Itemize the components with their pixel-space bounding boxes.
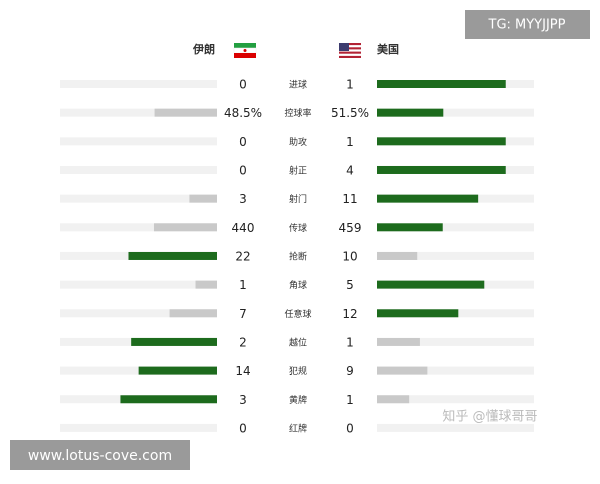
value-left: 440	[232, 221, 255, 235]
stat-label: 犯规	[289, 366, 307, 377]
value-right: 5	[346, 278, 354, 292]
track-left	[60, 423, 217, 432]
value-right: 1	[346, 335, 354, 349]
bar-left	[195, 280, 217, 289]
value-left: 22	[235, 249, 250, 263]
bar-right	[377, 280, 485, 289]
watermark-bottom: www.lotus-cove.com	[28, 448, 172, 464]
track-right	[377, 251, 534, 260]
bar-right	[377, 223, 443, 232]
stat-label: 越位	[289, 336, 307, 348]
value-left: 1	[239, 278, 247, 292]
stat-label: 控球率	[284, 107, 311, 119]
bar-right	[377, 137, 506, 146]
value-left: 48.5%	[224, 106, 262, 120]
bar-left	[128, 251, 217, 260]
value-left: 14	[235, 364, 250, 378]
bar-right	[377, 395, 410, 404]
track-right	[377, 395, 534, 404]
track-left	[60, 80, 217, 88]
bar-right	[377, 366, 428, 375]
value-right: 11	[342, 192, 357, 206]
bar-left	[138, 366, 217, 375]
track-left	[60, 309, 217, 318]
credit: 知乎 @懂球哥哥	[442, 409, 537, 425]
flag-usa	[339, 43, 361, 58]
stat-label: 黄牌	[289, 394, 307, 406]
stat-label: 角球	[289, 279, 307, 291]
track-right	[377, 108, 534, 117]
value-left: 0	[239, 421, 247, 435]
stat-label: 任意球	[284, 308, 311, 320]
value-right: 51.5%	[331, 106, 369, 120]
bar-left	[153, 223, 217, 232]
track-right	[377, 337, 534, 346]
bar-left	[189, 194, 217, 203]
bar-right	[377, 309, 459, 318]
value-right: 1	[346, 78, 354, 92]
team-left: 伊朗	[192, 42, 215, 56]
value-right: 10	[342, 249, 357, 263]
bar-right	[377, 80, 506, 88]
stat-label: 红牌	[289, 422, 307, 434]
bar-right	[377, 108, 444, 117]
team-right: 美国	[377, 42, 399, 56]
track-left	[60, 223, 217, 232]
flag-iran	[233, 43, 257, 58]
stat-label: 进球	[289, 79, 307, 91]
stat-label: 抢断	[289, 250, 307, 262]
value-left: 2	[239, 335, 247, 349]
value-right: 4	[346, 163, 354, 177]
track-left	[60, 165, 217, 174]
track-right	[377, 366, 534, 375]
value-right: 9	[346, 364, 354, 378]
value-left: 0	[239, 78, 247, 92]
value-left: 3	[239, 393, 247, 407]
bar-right	[377, 251, 418, 260]
stat-label: 传球	[289, 222, 307, 234]
value-left: 0	[239, 135, 247, 149]
value-right: 1	[346, 135, 354, 149]
track-left	[60, 194, 217, 203]
value-right: 459	[339, 221, 362, 235]
track-left	[60, 108, 217, 117]
track-right	[377, 423, 534, 432]
watermark-top: TG: MYYJJPP	[488, 18, 566, 33]
bar-right	[377, 337, 420, 346]
bar-left	[169, 309, 217, 318]
value-left: 3	[239, 192, 247, 206]
watermark-bottom-box	[10, 440, 190, 470]
stat-label: 射正	[289, 164, 307, 176]
bar-right	[377, 194, 479, 203]
track-right	[377, 223, 534, 232]
track-left	[60, 366, 217, 375]
value-right: 0	[346, 421, 354, 435]
value-right: 12	[342, 307, 357, 321]
bar-left	[131, 337, 217, 346]
bar-right	[377, 165, 506, 174]
value-right: 1	[346, 393, 354, 407]
track-left	[60, 137, 217, 146]
bar-left	[154, 108, 217, 117]
value-left: 7	[239, 307, 247, 321]
bar-left	[120, 395, 217, 404]
stat-label: 助攻	[289, 136, 307, 148]
stat-label: 射门	[289, 193, 307, 205]
track-left	[60, 280, 217, 289]
watermark-top-box	[465, 10, 590, 39]
value-left: 0	[239, 163, 247, 177]
